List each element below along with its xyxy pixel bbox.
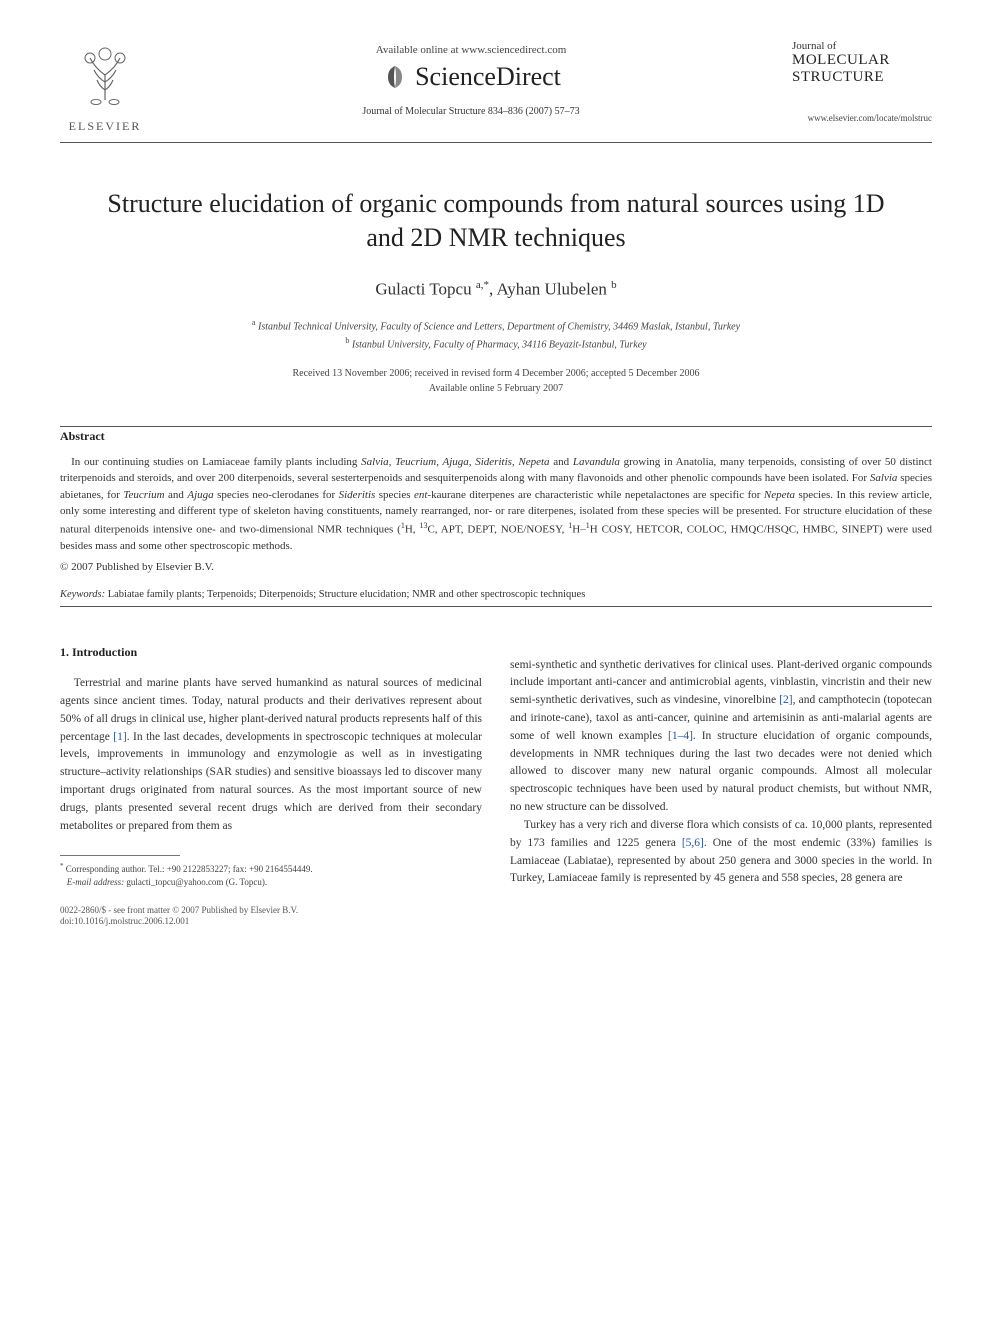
corresponding-author-footnote: * Corresponding author. Tel.: +90 212285… <box>60 862 482 888</box>
elsevier-label: ELSEVIER <box>60 119 150 134</box>
publication-dates: Received 13 November 2006; received in r… <box>60 366 932 396</box>
author-sep: , Ayhan Ulubelen <box>489 279 611 298</box>
header-row: ELSEVIER Available online at www.science… <box>60 40 932 134</box>
abstract-top-rule <box>60 426 932 427</box>
abstract-copyright: © 2007 Published by Elsevier B.V. <box>60 561 932 573</box>
keywords-text: Labiatae family plants; Terpenoids; Dite… <box>105 589 585 600</box>
journal-logo-block: Journal of MOLECULAR STRUCTURE www.elsev… <box>792 40 932 123</box>
affiliation-a: a Istanbul Technical University, Faculty… <box>60 317 932 334</box>
journal-name-line1: MOLECULAR <box>792 52 932 69</box>
elsevier-tree-icon <box>70 40 140 110</box>
intro-paragraph-2-right: Turkey has a very rich and diverse flora… <box>510 817 932 888</box>
affiliation-b: b Istanbul University, Faculty of Pharma… <box>60 335 932 352</box>
journal-of-text: Journal of <box>792 40 932 52</box>
abstract-text: In our continuing studies on Lamiaceae f… <box>60 454 932 555</box>
elsevier-logo: ELSEVIER <box>60 40 150 134</box>
affiliations: a Istanbul Technical University, Faculty… <box>60 317 932 352</box>
available-online-text: Available online at www.sciencedirect.co… <box>150 44 792 56</box>
sciencedirect-icon <box>381 63 409 91</box>
dates-line2: Available online 5 February 2007 <box>60 381 932 396</box>
sciencedirect-brand: ScienceDirect <box>150 62 792 92</box>
journal-name-line2: STRUCTURE <box>792 69 932 86</box>
keywords-label: Keywords: <box>60 589 105 600</box>
dates-line1: Received 13 November 2006; received in r… <box>60 366 932 381</box>
ref-link-2[interactable]: [2] <box>779 694 792 706</box>
corresponding-email[interactable]: gulacti_topcu@yahoo.com <box>124 877 223 887</box>
column-right: semi-synthetic and synthetic derivatives… <box>510 609 932 889</box>
journal-reference: Journal of Molecular Structure 834–836 (… <box>150 106 792 117</box>
column-left: 1. Introduction Terrestrial and marine p… <box>60 609 482 889</box>
keywords-bottom-rule <box>60 606 932 607</box>
body-columns: 1. Introduction Terrestrial and marine p… <box>60 609 932 889</box>
footnote-separator <box>60 855 180 856</box>
sciencedirect-text: ScienceDirect <box>415 62 561 92</box>
footer-block: 0022-2860/$ - see front matter © 2007 Pu… <box>60 905 932 928</box>
footer-line1: 0022-2860/$ - see front matter © 2007 Pu… <box>60 905 932 917</box>
article-title: Structure elucidation of organic compoun… <box>100 187 892 255</box>
ref-link-1-4[interactable]: [1–4] <box>668 730 693 742</box>
ref-link-5-6[interactable]: [5,6] <box>682 837 704 849</box>
header-rule <box>60 142 932 143</box>
intro-paragraph-1-left: Terrestrial and marine plants have serve… <box>60 675 482 835</box>
author-1: Gulacti Topcu <box>375 279 475 298</box>
email-label: E-mail address: <box>67 877 124 887</box>
keywords-line: Keywords: Labiatae family plants; Terpen… <box>60 589 932 600</box>
section-1-heading: 1. Introduction <box>60 643 482 662</box>
author-1-affil: a,* <box>476 279 489 291</box>
authors-line: Gulacti Topcu a,*, Ayhan Ulubelen b <box>60 279 932 300</box>
author-2-affil: b <box>611 279 617 291</box>
intro-paragraph-1-right: semi-synthetic and synthetic derivatives… <box>510 657 932 817</box>
abstract-heading: Abstract <box>60 429 932 444</box>
journal-url: www.elsevier.com/locate/molstruc <box>792 113 932 123</box>
center-branding: Available online at www.sciencedirect.co… <box>150 40 792 117</box>
footer-doi: doi:10.1016/j.molstruc.2006.12.001 <box>60 916 932 928</box>
ref-link-1[interactable]: [1] <box>113 731 126 743</box>
